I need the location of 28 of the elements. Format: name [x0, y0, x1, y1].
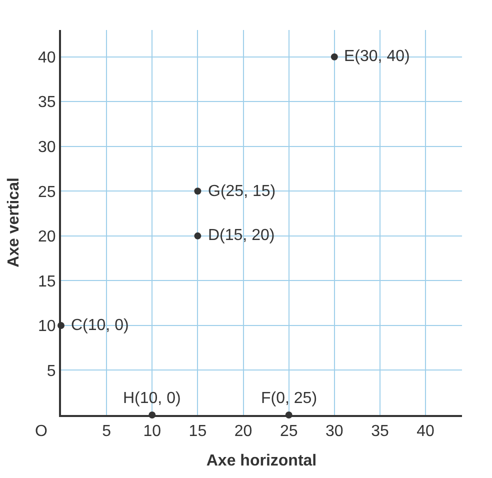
point [194, 188, 202, 195]
x-tick-label: 10 [143, 423, 162, 440]
y-tick-label: 40 [38, 49, 56, 66]
x-tick-label: 40 [416, 423, 435, 440]
point [330, 53, 338, 60]
x-tick-label: 35 [371, 423, 389, 440]
x-tick-label: 30 [326, 423, 344, 440]
y-tick-label: 35 [38, 94, 56, 112]
y-tick-label: 15 [38, 273, 56, 290]
point [194, 232, 202, 240]
y-tick-label: 30 [38, 139, 56, 156]
y-tick-label: 20 [38, 228, 56, 246]
annotation: H(10, 0) [123, 390, 181, 407]
x-tick-label: 25 [280, 423, 298, 440]
y-tick-label: 10 [38, 318, 56, 336]
x-tick-label: 5 [102, 423, 112, 440]
annotation: C(10, 0) [71, 317, 129, 334]
annotation: F(0, 25) [261, 390, 318, 407]
y-tick-label: 5 [46, 362, 56, 380]
y-tick-label: 25 [38, 184, 56, 201]
text: O [35, 423, 48, 440]
annotation: D(15, 20) [208, 227, 275, 244]
x-tick-label: 15 [188, 423, 207, 440]
x-tick-label: 20 [234, 423, 252, 440]
annotation: E(30, 40) [344, 48, 410, 65]
annotation: G(25, 15) [208, 183, 276, 200]
x-axis-title: Axe horizontal [206, 452, 317, 470]
y-axis-title: Axe vertical [5, 178, 22, 268]
